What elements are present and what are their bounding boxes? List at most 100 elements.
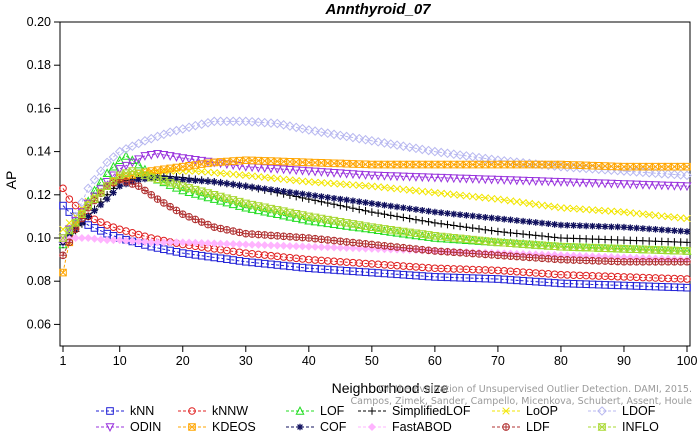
legend-item-kdeos: KDEOS xyxy=(178,420,256,434)
data-point-ldf xyxy=(386,242,395,251)
data-point-loop xyxy=(569,204,578,213)
data-point-loop xyxy=(166,167,174,175)
data-point-odin xyxy=(562,178,572,188)
legend-marker-loop xyxy=(502,407,510,415)
legend-item-simplifiedlof: SimplifiedLOF xyxy=(358,404,471,418)
data-point-ldof xyxy=(259,117,270,128)
data-point-ldof xyxy=(367,135,377,146)
data-point-ldf xyxy=(273,232,282,240)
data-point-fastabod xyxy=(336,243,345,252)
data-point-cof xyxy=(456,211,464,218)
data-point-ldof xyxy=(398,141,409,152)
data-point-ldf xyxy=(620,258,628,266)
data-point-loop xyxy=(242,171,250,180)
data-point-ldf xyxy=(223,226,231,234)
data-point-loop xyxy=(374,183,382,191)
data-point-fastabod xyxy=(153,238,162,247)
data-point-fastabod xyxy=(140,237,149,246)
data-point-ldf xyxy=(632,258,641,266)
data-point-ldf xyxy=(506,252,515,260)
data-point-cof xyxy=(374,201,382,208)
data-point-loop xyxy=(670,213,679,221)
data-point-lof xyxy=(96,176,106,186)
x-tick-label: 60 xyxy=(428,354,442,368)
data-point-cof xyxy=(84,213,92,220)
data-point-ldof xyxy=(385,139,396,149)
data-point-cof xyxy=(318,193,325,200)
data-point-odin xyxy=(543,177,553,187)
data-point-loop xyxy=(487,194,496,203)
legend-label-fastabod: FastABOD xyxy=(392,420,452,434)
data-point-odin xyxy=(159,151,169,160)
y-tick-label: 0.14 xyxy=(27,145,51,159)
series-ldf xyxy=(59,175,691,266)
data-point-odin xyxy=(638,180,648,190)
data-point-ldof xyxy=(114,146,125,157)
data-point-ldf xyxy=(298,233,307,242)
data-point-ldf xyxy=(292,233,301,241)
data-point-fastabod xyxy=(285,241,294,250)
data-point-ldf xyxy=(336,237,345,245)
data-point-kdeos xyxy=(456,160,464,169)
data-point-ldof xyxy=(448,149,459,159)
data-point-loop xyxy=(683,214,691,223)
legend-label-odin: ODIN xyxy=(130,420,161,434)
data-point-odin xyxy=(518,176,528,186)
data-point-fastabod xyxy=(58,236,68,245)
data-point-ldof xyxy=(228,116,238,127)
data-point-kdeos xyxy=(380,160,389,169)
data-point-simplifiedlof xyxy=(481,225,490,234)
data-point-fastabod xyxy=(71,233,80,243)
data-point-odin xyxy=(676,182,686,191)
data-point-ldf xyxy=(563,256,572,264)
data-point-loop xyxy=(563,204,571,212)
data-point-kdeos xyxy=(626,162,635,171)
data-point-loop xyxy=(279,175,288,183)
data-point-ldf xyxy=(538,254,546,263)
data-point-simplifiedlof xyxy=(487,226,496,235)
data-point-lof xyxy=(310,216,320,226)
data-point-odin xyxy=(531,177,541,186)
data-point-cof xyxy=(91,207,98,214)
data-point-loop xyxy=(210,169,218,177)
data-point-loop xyxy=(229,170,237,178)
data-point-inflo xyxy=(234,197,244,206)
data-point-kdeos xyxy=(683,162,691,171)
data-point-odin xyxy=(234,162,245,171)
data-point-ldf xyxy=(368,240,376,249)
data-point-knn xyxy=(65,208,74,216)
data-point-inflo xyxy=(71,219,81,227)
data-point-fastabod xyxy=(304,242,313,251)
data-point-simplifiedlof xyxy=(431,219,439,227)
data-point-knnw xyxy=(90,215,99,224)
data-point-kdeos xyxy=(431,160,439,169)
series-group xyxy=(58,116,692,292)
data-point-odin xyxy=(386,172,396,182)
data-point-odin xyxy=(108,171,118,181)
legend-item-inflo: INFLO xyxy=(588,420,659,434)
data-point-cof xyxy=(185,176,193,184)
data-point-ldof xyxy=(209,116,220,127)
data-point-simplifiedlof xyxy=(550,233,559,242)
data-point-lof xyxy=(108,161,118,171)
data-point-odin xyxy=(600,179,610,189)
data-point-inflo xyxy=(127,167,137,175)
data-point-loop xyxy=(393,185,401,193)
data-point-loop xyxy=(456,191,464,199)
data-point-cof xyxy=(381,201,388,209)
x-tick-label: 30 xyxy=(239,354,253,368)
data-point-ldof xyxy=(354,133,365,144)
data-point-loop xyxy=(431,188,439,197)
data-point-lof xyxy=(260,206,270,216)
data-point-kdeos xyxy=(676,162,685,171)
data-point-loop xyxy=(639,210,647,218)
data-point-ldof xyxy=(455,150,465,160)
data-point-odin xyxy=(373,171,383,181)
data-point-ldof xyxy=(297,123,308,134)
data-point-odin xyxy=(606,179,616,189)
legend-marker-odin xyxy=(105,423,115,432)
data-point-lof xyxy=(127,155,137,165)
data-point-simplifiedlof xyxy=(418,216,427,225)
data-point-simplifiedlof xyxy=(355,205,364,214)
data-point-odin xyxy=(310,167,320,177)
